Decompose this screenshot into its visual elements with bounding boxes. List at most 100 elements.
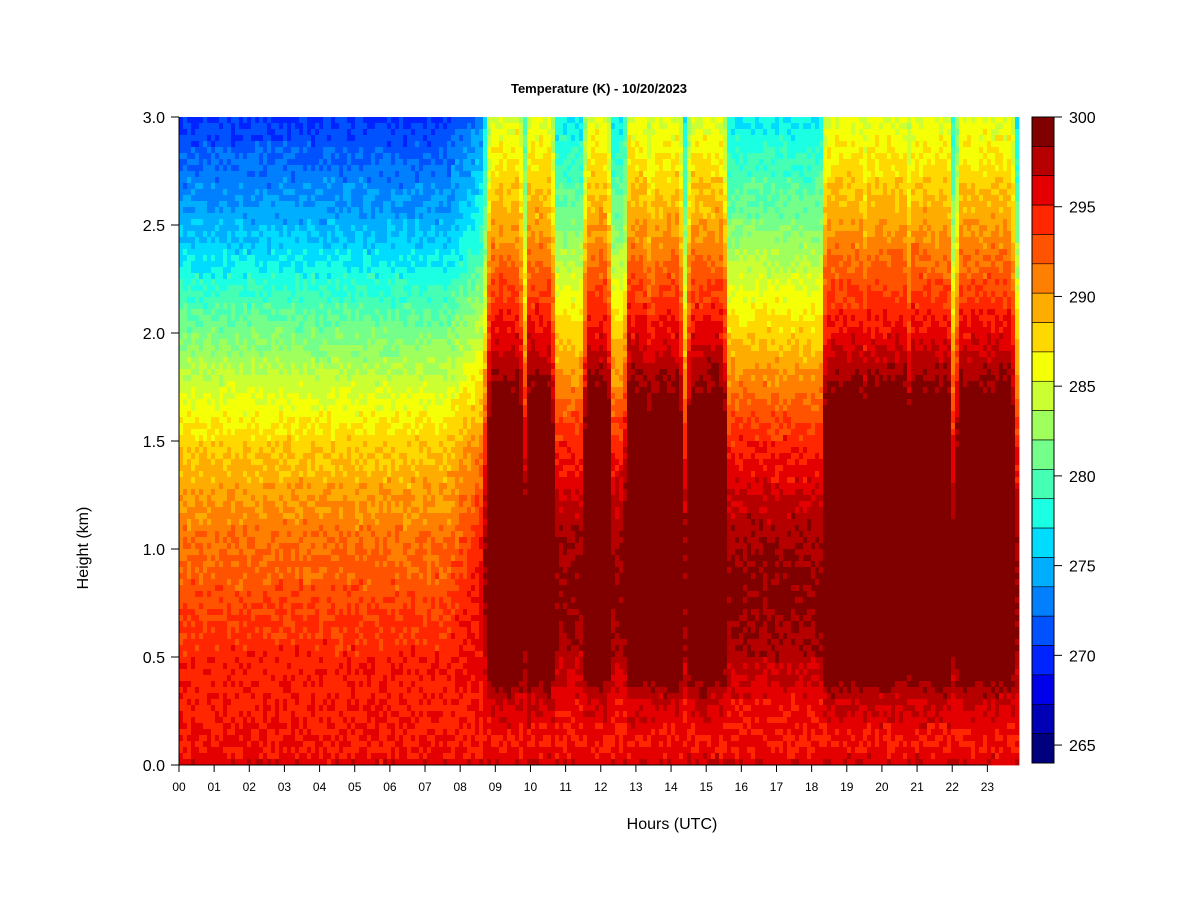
heatmap-cell xyxy=(299,195,304,202)
heatmap-cell xyxy=(191,327,196,334)
heatmap-cell xyxy=(243,465,248,472)
heatmap-cell xyxy=(339,213,344,220)
heatmap-cell xyxy=(223,363,228,370)
heatmap-cell xyxy=(235,249,240,256)
heatmap-cell xyxy=(299,549,304,556)
heatmap-cell xyxy=(255,165,260,172)
heatmap-cell xyxy=(307,645,312,652)
heatmap-cell xyxy=(343,723,348,730)
heatmap-cell xyxy=(327,519,332,526)
heatmap-cell xyxy=(199,453,204,460)
heatmap-cell xyxy=(239,699,244,706)
heatmap-cell xyxy=(227,675,232,682)
heatmap-cell xyxy=(211,429,216,436)
heatmap-cell xyxy=(271,153,276,160)
heatmap-cell xyxy=(355,495,360,502)
heatmap-cell xyxy=(331,171,336,178)
heatmap-cell xyxy=(239,369,244,376)
heatmap-cell xyxy=(203,261,208,268)
heatmap-cell xyxy=(187,645,192,652)
heatmap-cell xyxy=(279,423,284,430)
heatmap-cell xyxy=(339,525,344,532)
heatmap-cell xyxy=(267,321,272,328)
heatmap-cell xyxy=(315,129,320,136)
heatmap-cell xyxy=(243,405,248,412)
heatmap-cell xyxy=(327,303,332,310)
heatmap-cell xyxy=(275,501,280,508)
heatmap-cell xyxy=(187,177,192,184)
heatmap-cell xyxy=(187,615,192,622)
heatmap-cell xyxy=(279,495,284,502)
heatmap-cell xyxy=(271,549,276,556)
heatmap-cell xyxy=(355,693,360,700)
heatmap-cell xyxy=(263,387,268,394)
heatmap-cell xyxy=(199,321,204,328)
heatmap-cell xyxy=(223,177,228,184)
heatmap-cell xyxy=(307,195,312,202)
heatmap-cell xyxy=(203,543,208,550)
heatmap-cell xyxy=(291,189,296,196)
heatmap-cell xyxy=(291,627,296,634)
heatmap-cell xyxy=(235,591,240,598)
heatmap-cell xyxy=(187,687,192,694)
heatmap-cell xyxy=(331,333,336,340)
heatmap-cell xyxy=(211,747,216,754)
heatmap-cell xyxy=(347,615,352,622)
heatmap-cell xyxy=(199,363,204,370)
heatmap-cell xyxy=(283,519,288,526)
heatmap-cell xyxy=(359,171,364,178)
heatmap-cell xyxy=(199,729,204,736)
heatmap-cell xyxy=(227,159,232,166)
heatmap-cell xyxy=(263,123,268,130)
heatmap-cell xyxy=(275,735,280,742)
heatmap-cell xyxy=(239,723,244,730)
heatmap-cell xyxy=(267,447,272,454)
heatmap-cell xyxy=(239,651,244,658)
heatmap-cell xyxy=(343,303,348,310)
heatmap-cell xyxy=(179,711,184,718)
heatmap-cell xyxy=(271,591,276,598)
heatmap-cell xyxy=(187,567,192,574)
heatmap-cell xyxy=(291,297,296,304)
heatmap-cell xyxy=(183,135,188,142)
heatmap-cell xyxy=(203,459,208,466)
heatmap-cell xyxy=(283,717,288,724)
heatmap-cell xyxy=(307,663,312,670)
heatmap-cell xyxy=(307,465,312,472)
heatmap-cell xyxy=(195,423,200,430)
heatmap-cell xyxy=(311,741,316,748)
heatmap-cell xyxy=(199,507,204,514)
heatmap-cell xyxy=(275,579,280,586)
heatmap-cell xyxy=(323,315,328,322)
heatmap-cell xyxy=(323,369,328,376)
heatmap-cell xyxy=(275,183,280,190)
heatmap-cell xyxy=(275,441,280,448)
heatmap-cell xyxy=(271,417,276,424)
heatmap-cell xyxy=(299,279,304,286)
heatmap-cell xyxy=(191,543,196,550)
heatmap-cell xyxy=(195,525,200,532)
heatmap-cell xyxy=(263,165,268,172)
heatmap-cell xyxy=(263,273,268,280)
heatmap-cell xyxy=(247,465,252,472)
heatmap-cell xyxy=(359,159,364,166)
heatmap-cell xyxy=(339,375,344,382)
heatmap-cell xyxy=(343,585,348,592)
heatmap-cell xyxy=(187,363,192,370)
heatmap-cell xyxy=(335,165,340,172)
heatmap-cell xyxy=(291,453,296,460)
heatmap-cell xyxy=(335,615,340,622)
heatmap-cell xyxy=(271,531,276,538)
heatmap-cell xyxy=(207,213,212,220)
heatmap-cell xyxy=(239,285,244,292)
heatmap-cell xyxy=(319,243,324,250)
heatmap-cell xyxy=(315,435,320,442)
heatmap-cell xyxy=(291,471,296,478)
heatmap-cell xyxy=(315,531,320,538)
heatmap-cell xyxy=(207,261,212,268)
heatmap-cell xyxy=(231,183,236,190)
heatmap-cell xyxy=(291,597,296,604)
heatmap-cell xyxy=(327,297,332,304)
heatmap-cell xyxy=(359,225,364,232)
heatmap-cell xyxy=(267,549,272,556)
